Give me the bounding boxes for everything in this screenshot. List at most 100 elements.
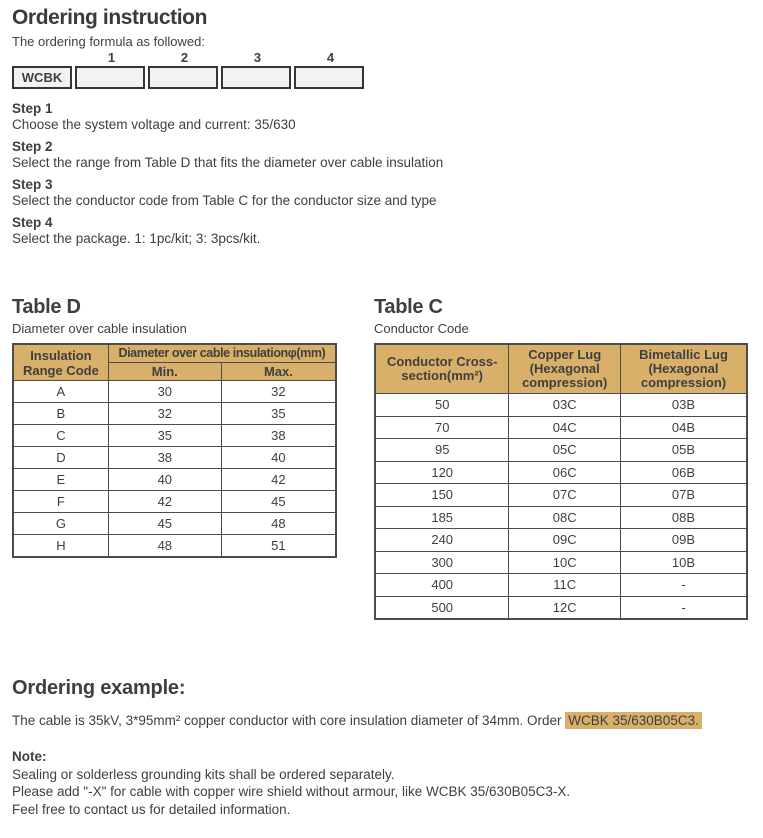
note-line-1: Sealing or solderless grounding kits sha… [12, 766, 395, 782]
note-section: Note: Sealing or solderless grounding ki… [12, 749, 749, 819]
table-c-header-copper-lug: Copper Lug (Hexagonal compression) [508, 343, 621, 394]
page-title: Ordering instruction [12, 6, 208, 29]
table-d-header-range-code: Insulation Range Code [12, 343, 109, 381]
formula-slot-number-3: 3 [253, 50, 262, 65]
table-row: 95 05C 05B [374, 438, 748, 462]
cell-min: 45 [107, 512, 222, 535]
cell-copper-code: 10C [508, 550, 621, 574]
cell-bimetallic-code: 10B [620, 550, 748, 574]
cell-bimetallic-code: 04B [620, 415, 748, 439]
cell-size: 70 [374, 415, 510, 439]
cell-size: 500 [374, 595, 510, 619]
cell-min: 38 [107, 446, 222, 469]
table-row: 50 03C 03B [374, 393, 748, 417]
table-row: H 48 51 [12, 534, 337, 557]
cell-max: 42 [220, 468, 337, 491]
cell-bimetallic-code: 07B [620, 483, 748, 507]
cell-code: E [12, 468, 109, 491]
cell-max: 35 [220, 402, 337, 425]
table-row: 240 09C 09B [374, 528, 748, 552]
cell-min: 40 [107, 468, 222, 491]
formula-prefix-box: WCBK [12, 66, 72, 89]
formula-slot-box-4 [294, 66, 364, 89]
note-title: Note: [12, 748, 47, 764]
cell-code: B [12, 402, 109, 425]
cell-size: 185 [374, 505, 510, 529]
cell-min: 30 [107, 380, 222, 403]
formula-intro: The ordering formula as followed: [12, 34, 205, 49]
cell-copper-code: 04C [508, 415, 621, 439]
cell-max: 51 [220, 534, 337, 557]
cell-code: G [12, 512, 109, 535]
cell-bimetallic-code: 05B [620, 438, 748, 462]
ordering-example-text: The cable is 35kV, 3*95mm² copper conduc… [12, 711, 749, 729]
steps-section: Step 1 Choose the system voltage and cur… [12, 101, 749, 246]
cell-size: 120 [374, 460, 510, 484]
cell-copper-code: 07C [508, 483, 621, 507]
cell-max: 38 [220, 424, 337, 447]
cell-copper-code: 08C [508, 505, 621, 529]
formula-slot-box-3 [221, 66, 291, 89]
table-c-section: Table C Conductor Code Conductor Cross-s… [374, 296, 748, 620]
table-d-title: Table D [12, 296, 81, 318]
formula-slot-box-2 [148, 66, 218, 89]
table-row: 400 11C - [374, 573, 748, 597]
table-row: 70 04C 04B [374, 415, 748, 439]
formula-slot-box-1 [75, 66, 145, 89]
table-row: 300 10C 10B [374, 550, 748, 574]
cell-size: 95 [374, 438, 510, 462]
step-2-heading: Step 2 [12, 139, 53, 154]
ordering-formula-diagram: 1 2 3 4 WCBK [12, 51, 749, 89]
table-row: E 40 42 [12, 468, 337, 491]
cell-copper-code: 12C [508, 595, 621, 619]
step-3-text: Select the conductor code from Table C f… [12, 193, 437, 208]
table-row: B 32 35 [12, 402, 337, 425]
cell-code: D [12, 446, 109, 469]
ordering-example-section: Ordering example: The cable is 35kV, 3*9… [12, 676, 749, 729]
cell-bimetallic-code: - [620, 573, 748, 597]
cell-copper-code: 05C [508, 438, 621, 462]
cell-copper-code: 06C [508, 460, 621, 484]
table-c-header-cross-section: Conductor Cross-section(mm²) [374, 343, 510, 394]
table-c-header-bimetallic-lug: Bimetallic Lug (Hexagonal compression) [620, 343, 748, 394]
step-3-heading: Step 3 [12, 177, 53, 192]
step-4-text: Select the package. 1: 1pc/kit; 3: 3pcs/… [12, 231, 261, 246]
table-row: F 42 45 [12, 490, 337, 513]
table-d-header-diameter: Diameter over cable insulationφ(mm) [107, 343, 337, 363]
cell-size: 50 [374, 393, 510, 417]
table-row: 150 07C 07B [374, 483, 748, 507]
table-d-header-min: Min. [107, 362, 222, 381]
step-2-text: Select the range from Table D that fits … [12, 155, 444, 170]
cell-min: 42 [107, 490, 222, 513]
formula-slot-number-1: 1 [107, 50, 116, 65]
cell-min: 48 [107, 534, 222, 557]
cell-min: 35 [107, 424, 222, 447]
table-d-section: Table D Diameter over cable insulation I… [12, 296, 337, 558]
formula-number-spacer [12, 51, 75, 65]
table-row: A 30 32 [12, 380, 337, 403]
table-c-subtitle: Conductor Code [374, 321, 469, 336]
table-c-title: Table C [374, 296, 443, 318]
step-1-text: Choose the system voltage and current: 3… [12, 117, 296, 132]
cell-max: 45 [220, 490, 337, 513]
cell-bimetallic-code: 06B [620, 460, 748, 484]
table-row: 500 12C - [374, 595, 748, 619]
cell-code: H [12, 534, 109, 557]
cell-size: 300 [374, 550, 510, 574]
cell-copper-code: 09C [508, 528, 621, 552]
step-4-heading: Step 4 [12, 215, 53, 230]
formula-slot-numbers: 1 2 3 4 [12, 51, 749, 65]
formula-boxes: WCBK [12, 66, 749, 89]
cell-bimetallic-code: - [620, 595, 748, 619]
note-line-3: Feel free to contact us for detailed inf… [12, 801, 291, 817]
table-d-subtitle: Diameter over cable insulation [12, 321, 187, 336]
ordering-example-title: Ordering example: [12, 676, 186, 699]
note-line-2: Please add "-X" for cable with copper wi… [12, 784, 571, 799]
cell-size: 150 [374, 483, 510, 507]
table-row: C 35 38 [12, 424, 337, 447]
cell-code: F [12, 490, 109, 513]
order-code-highlight: WCBK 35/630B05C3. [565, 711, 702, 729]
cell-size: 240 [374, 528, 510, 552]
step-1-heading: Step 1 [12, 101, 53, 116]
